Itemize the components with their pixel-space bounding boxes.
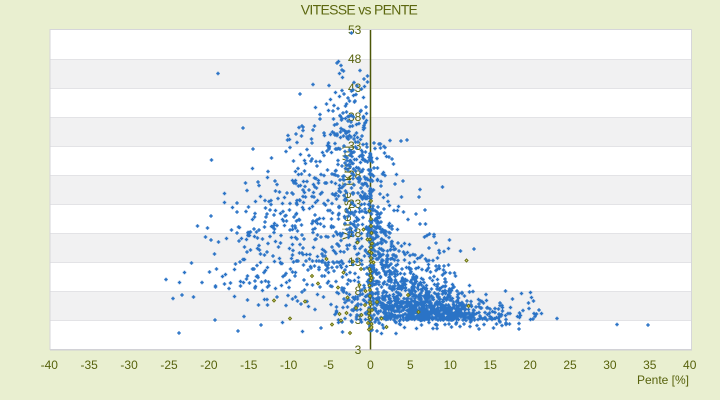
svg-text:8: 8 <box>355 284 362 298</box>
svg-text:30: 30 <box>603 358 617 372</box>
svg-text:-20: -20 <box>200 358 218 372</box>
svg-text:0: 0 <box>367 358 374 372</box>
svg-text:-35: -35 <box>81 358 99 372</box>
svg-text:35: 35 <box>643 358 657 372</box>
svg-text:-30: -30 <box>120 358 138 372</box>
svg-text:-5: -5 <box>323 358 334 372</box>
svg-text:-15: -15 <box>240 358 258 372</box>
svg-text:43: 43 <box>348 81 362 95</box>
svg-text:53: 53 <box>348 23 362 37</box>
svg-text:5: 5 <box>407 358 414 372</box>
svg-text:-25: -25 <box>160 358 178 372</box>
svg-text:-40: -40 <box>41 358 59 372</box>
svg-text:40: 40 <box>683 358 697 372</box>
svg-text:15: 15 <box>484 358 498 372</box>
svg-text:25: 25 <box>563 358 577 372</box>
svg-text:VITESSE vs PENTE: VITESSE vs PENTE <box>301 2 418 18</box>
svg-text:3: 3 <box>355 343 362 357</box>
svg-text:10: 10 <box>444 358 458 372</box>
svg-text:20: 20 <box>523 358 537 372</box>
svg-text:3: 3 <box>355 313 362 327</box>
svg-text:-10: -10 <box>280 358 298 372</box>
svg-text:48: 48 <box>348 52 362 66</box>
svg-text:Pente [%]: Pente [%] <box>637 373 689 387</box>
svg-text:13: 13 <box>348 255 362 269</box>
